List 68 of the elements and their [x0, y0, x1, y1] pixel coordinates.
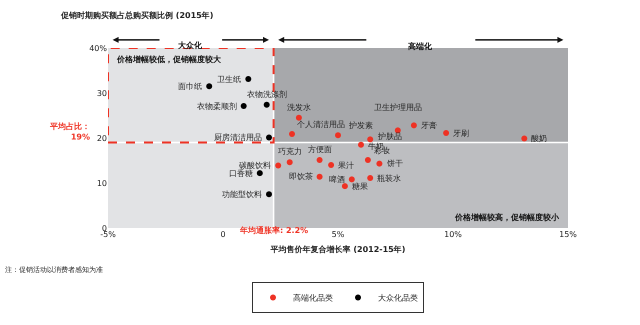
y-tick-label: 0	[102, 224, 107, 233]
annotation: 巧克力	[278, 147, 302, 156]
annotation: 护发素	[348, 121, 373, 130]
annotation: 即饮茶	[289, 172, 313, 181]
point	[240, 103, 247, 110]
point	[443, 130, 450, 136]
point	[316, 157, 323, 164]
point	[266, 134, 272, 141]
annotation: 方便面	[308, 145, 332, 154]
point	[367, 175, 374, 182]
point	[256, 170, 263, 176]
annotation: 牙刷	[453, 129, 469, 138]
x-tick-label: -5%	[100, 230, 116, 239]
annotation: 洗发水	[287, 103, 311, 112]
legend-label: 高端化品类	[293, 294, 333, 303]
legend-label: 大众化品类	[378, 294, 418, 303]
annotation: 衣物柔顺剂	[197, 102, 237, 111]
annotation: 卫生纸	[217, 75, 241, 84]
y-tick-label: 40%	[89, 44, 108, 53]
x-axis-title: 平均售价年复合增长率 (2012-15年)	[270, 244, 406, 254]
point	[521, 135, 528, 142]
annotation: 大众化	[178, 41, 203, 50]
point	[358, 142, 364, 148]
point	[342, 183, 348, 190]
ref-line-label: 平均占比： 19%	[49, 122, 90, 142]
point	[328, 162, 334, 168]
y-axis-title: 促销时期购买额占总购买额比例 (2015年)	[60, 11, 214, 20]
point	[264, 102, 270, 108]
point	[410, 122, 417, 128]
annotation: 价格增幅较低，促销幅度较大	[116, 54, 222, 64]
y-tick-label: 10	[96, 178, 107, 188]
x-tick-label: 10%	[444, 230, 462, 239]
point	[275, 162, 282, 168]
point	[348, 176, 355, 182]
point	[316, 174, 323, 180]
point	[286, 159, 293, 166]
annotation: 价格增幅较高，促销幅度较小	[454, 212, 560, 222]
point	[364, 157, 371, 164]
annotation: 卫生护理用品	[374, 103, 422, 112]
annotation: 啤酒	[329, 175, 345, 184]
point	[335, 132, 341, 138]
x-tick-label: 15%	[559, 230, 578, 239]
x-tick-label: 0	[220, 230, 226, 239]
annotation: 个人清洁用品	[297, 120, 345, 129]
point	[289, 130, 295, 137]
annotation: 高端化	[408, 41, 433, 51]
point	[266, 191, 272, 198]
annotation: 口香糖	[229, 169, 253, 178]
annotation: 碳酸饮料	[238, 161, 271, 170]
point	[206, 83, 212, 90]
point	[376, 160, 382, 167]
ref-line-label: 年均通胀率: 2.2%	[239, 225, 308, 235]
point	[367, 136, 374, 142]
annotation: 饼干	[386, 159, 403, 168]
annotation: 面巾纸	[178, 82, 202, 91]
annotation: 牙膏	[421, 121, 437, 130]
annotation: 果汁	[338, 161, 354, 170]
annotation: 功能型饮料	[222, 190, 262, 199]
annotation: 厨房清洁用品	[214, 133, 262, 142]
annotation: 酸奶	[531, 134, 547, 143]
y-tick-label: 20	[96, 134, 107, 143]
point	[296, 114, 302, 121]
point	[245, 76, 252, 82]
annotation: 护肤品	[377, 132, 402, 141]
x-tick-label: 5%	[332, 230, 345, 239]
annotation: 瓶装水	[377, 174, 401, 183]
annotation: 糖果	[352, 182, 368, 191]
y-tick-label: 30	[96, 88, 107, 98]
